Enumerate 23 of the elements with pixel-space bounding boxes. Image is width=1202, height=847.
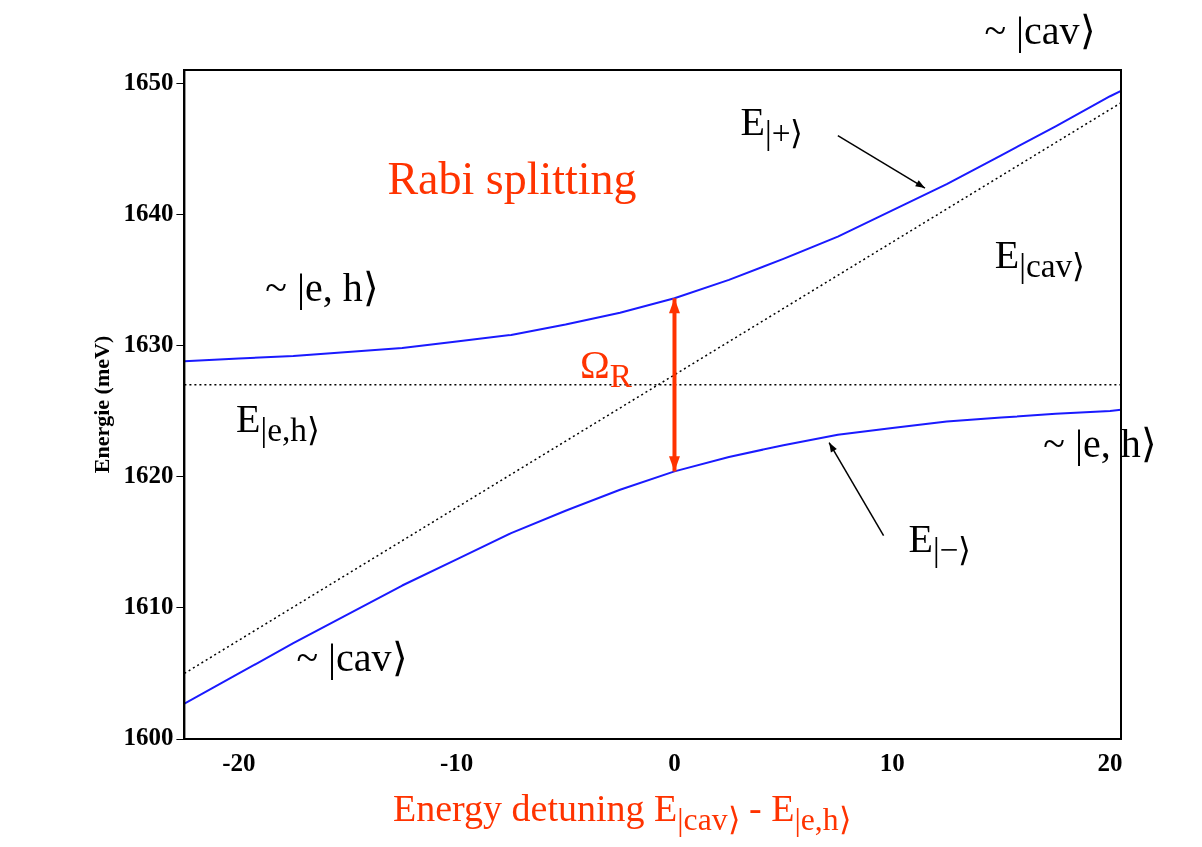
- annotation: ~ |e, h⟩: [265, 263, 379, 311]
- y-tick-label: 1650: [123, 67, 174, 95]
- annotation: Rabi splitting: [387, 151, 637, 205]
- annotation: ~ |cav⟩: [296, 633, 408, 681]
- annotation: ~ |e, h⟩: [1043, 419, 1157, 467]
- annotation: E$_{|e,h⟩}$: [236, 395, 320, 449]
- annotation: E$_{|+⟩}$: [740, 98, 804, 152]
- y-tick-label: 1610: [123, 592, 174, 620]
- x-tick-label: 0: [668, 749, 681, 777]
- x-tick-label: -10: [440, 749, 474, 777]
- x-tick-label: 10: [879, 749, 905, 777]
- annotation: E$_{|−⟩}$: [908, 515, 972, 569]
- y-tick-label: 1640: [123, 198, 174, 226]
- text: ~ |cav⟩: [984, 6, 1096, 54]
- y-tick-label: 1630: [123, 329, 174, 357]
- annotation: Ω$_{R}$: [580, 341, 632, 395]
- y-tick-label: 1600: [123, 723, 174, 751]
- y-axis-title: Energie (meV): [88, 335, 114, 474]
- x-axis-title: Energy detuning E$_{|cav⟩}$ - E$_{|e,h⟩}$: [393, 786, 851, 838]
- x-tick-label: -20: [222, 749, 256, 777]
- x-tick-label: 20: [1097, 749, 1123, 777]
- y-tick-label: 1620: [123, 461, 174, 489]
- annotation: E$_{|cav⟩}$: [994, 231, 1086, 285]
